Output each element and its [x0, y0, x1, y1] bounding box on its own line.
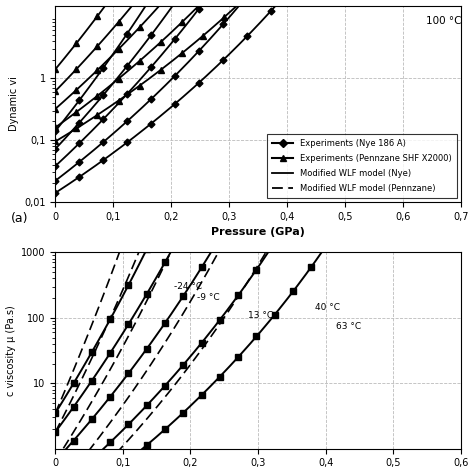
Y-axis label: Dynamic vi: Dynamic vi — [9, 76, 18, 131]
Text: 63 °C: 63 °C — [336, 322, 361, 331]
Text: -9 °C: -9 °C — [197, 293, 220, 302]
Legend: Experiments (Nye 186 A), Experiments (Pennzane SHF X2000), Modified WLF model (N: Experiments (Nye 186 A), Experiments (Pe… — [267, 134, 456, 198]
Y-axis label: c viscosity μ (Pa.s): c viscosity μ (Pa.s) — [6, 305, 16, 396]
Text: -24 °C: -24 °C — [173, 282, 202, 291]
Text: 40 °C: 40 °C — [315, 303, 340, 312]
Text: (a): (a) — [11, 211, 28, 225]
X-axis label: Pressure (GPa): Pressure (GPa) — [211, 227, 305, 237]
Text: 100 °C: 100 °C — [426, 16, 462, 26]
Text: 13 °C: 13 °C — [248, 311, 273, 320]
